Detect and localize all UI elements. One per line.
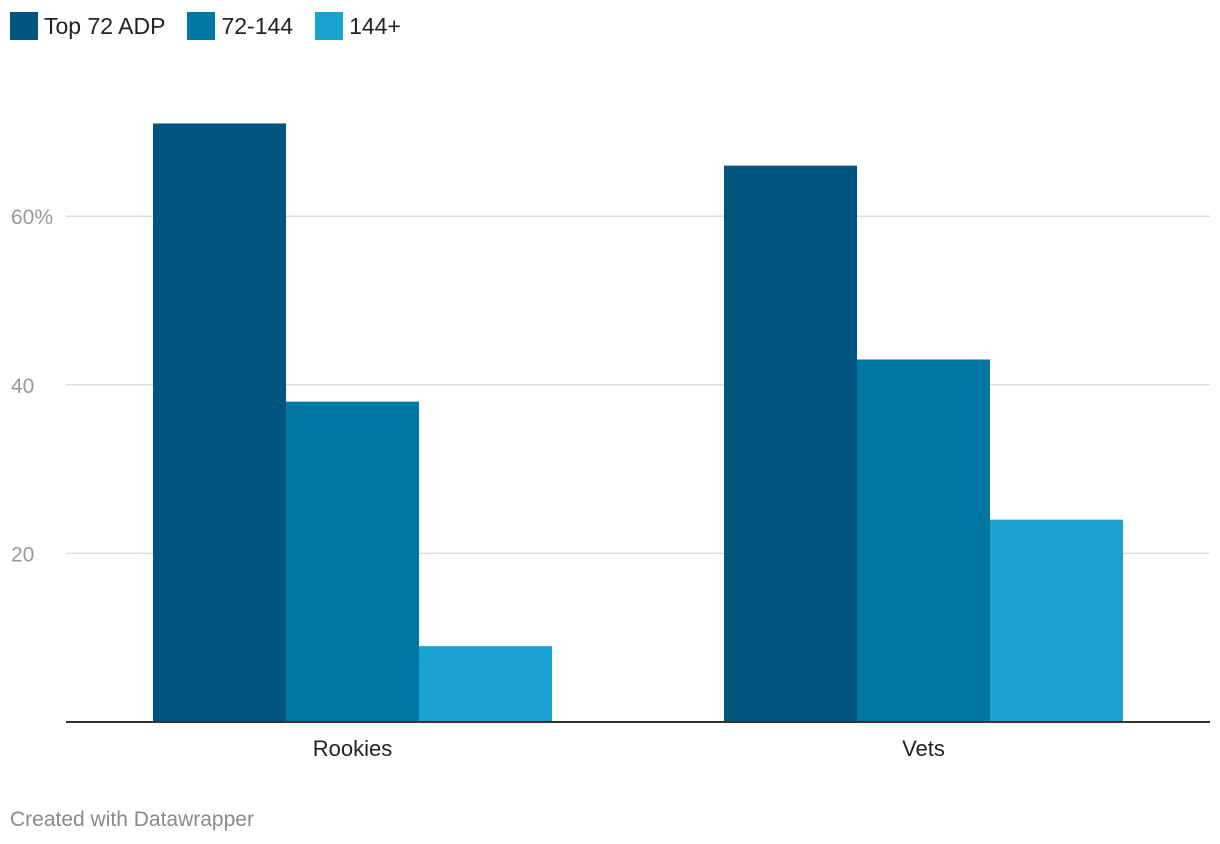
y-tick-label-40: 40 xyxy=(11,375,34,398)
bar-vets-top-72-adp xyxy=(724,165,857,722)
bar-vets-72-144 xyxy=(857,359,990,722)
legend-item-72-144: 72-144 xyxy=(187,12,293,40)
legend-label-144-plus: 144+ xyxy=(349,12,401,39)
chart-legend: Top 72 ADP 72-144 144+ xyxy=(10,12,423,40)
x-category-label-rookies: Rookies xyxy=(313,736,392,761)
bar-rookies-144- xyxy=(419,646,552,722)
bar-vets-144- xyxy=(990,519,1123,722)
legend-swatch-144-plus xyxy=(315,12,344,40)
y-tick-label-20: 20 xyxy=(11,543,34,566)
footer-credit: Created with Datawrapper xyxy=(10,808,254,831)
legend-item-top-72-adp: Top 72 ADP xyxy=(10,12,165,40)
bar-rookies-top-72-adp xyxy=(153,123,286,723)
legend-label-72-144: 72-144 xyxy=(221,12,294,39)
x-category-label-vets: Vets xyxy=(902,736,945,761)
legend-swatch-top-72-adp xyxy=(10,12,38,40)
y-tick-label-60: 60% xyxy=(11,206,53,229)
legend-swatch-72-144 xyxy=(187,12,216,40)
bar-rookies-72-144 xyxy=(286,401,419,722)
legend-item-144-plus: 144+ xyxy=(315,12,401,40)
legend-label-top-72-adp: Top 72 ADP xyxy=(44,12,166,39)
